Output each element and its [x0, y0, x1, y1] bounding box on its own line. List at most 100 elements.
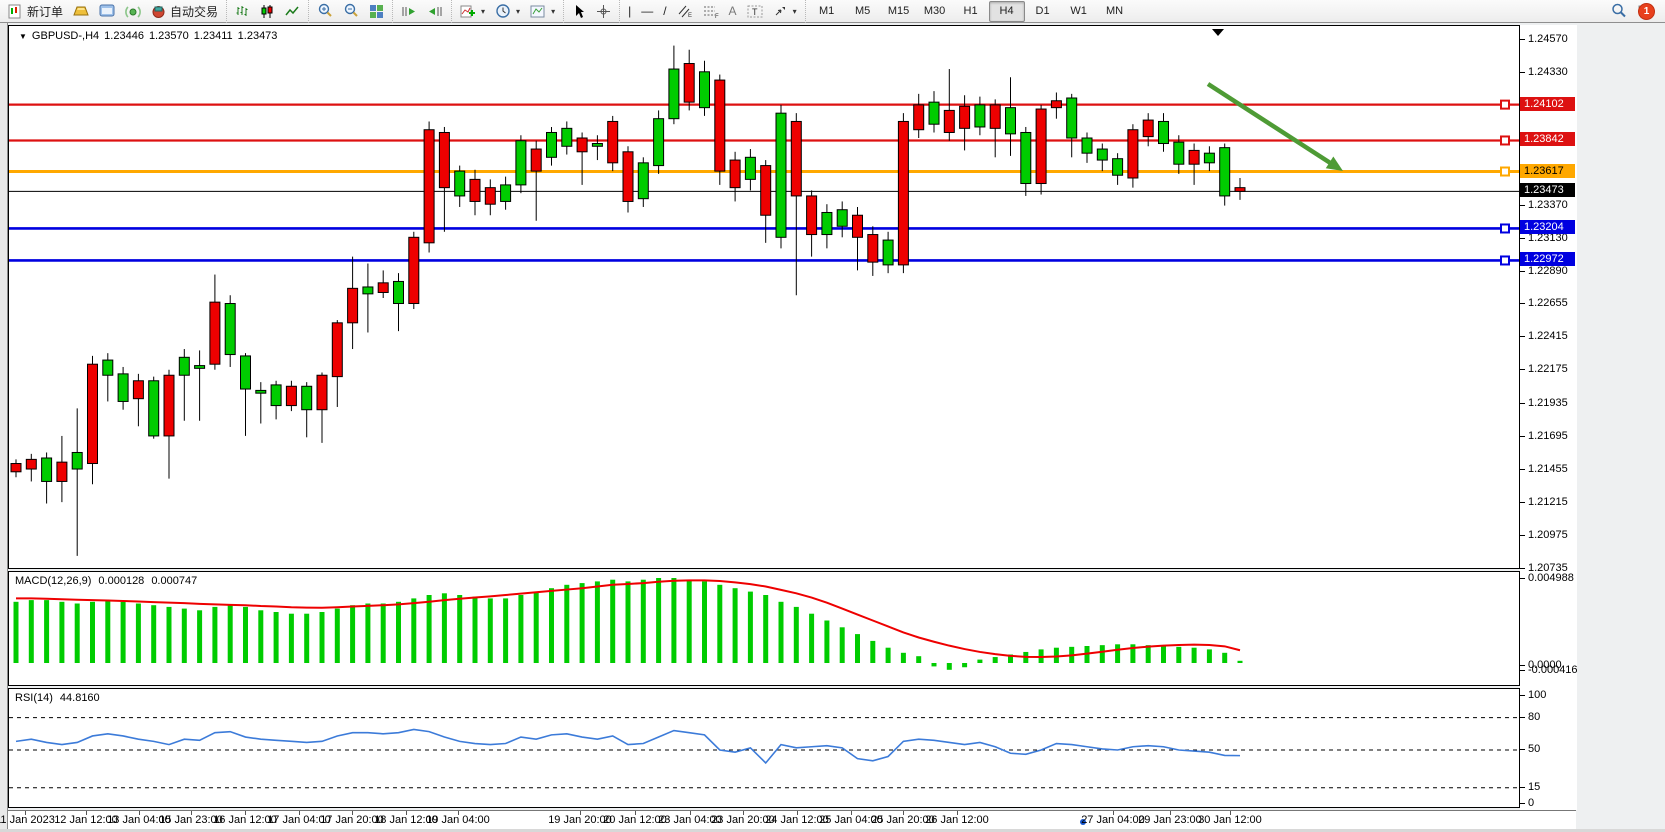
time-tick: [1170, 811, 1171, 815]
gold-ingot-icon: [73, 6, 89, 16]
level-handle-1.22972[interactable]: [1500, 255, 1510, 266]
svg-text:T: T: [752, 7, 758, 17]
zoom-in-button[interactable]: [312, 1, 338, 22]
price-tick-label: 1.21935: [1528, 397, 1568, 409]
level-handle-1.23204[interactable]: [1500, 223, 1510, 234]
horizontal-line-tool[interactable]: —: [636, 1, 658, 22]
chart-shift-marker-icon[interactable]: [1212, 29, 1224, 36]
price-axis[interactable]: 1.24570 1.24330 1.23370 1.23130 1.22890 1.226…: [1520, 25, 1578, 810]
time-tick: [851, 811, 852, 815]
text-tool[interactable]: A: [724, 1, 742, 22]
macd-histogram-layer: [13, 578, 1243, 670]
toolbar-group-scroll: [392, 0, 451, 23]
timeframe-button-m30[interactable]: M30: [923, 5, 946, 17]
rsi-indicator-panel[interactable]: RSI(14) 44.8160: [8, 688, 1520, 808]
price-tick-label: 1.22175: [1528, 363, 1568, 375]
toolbar-group-trade: 新订单 自动交易: [0, 0, 226, 23]
channel-tool[interactable]: E: [672, 1, 698, 22]
macd-indicator-panel[interactable]: MACD(12,26,9) 0.000128 0.000747: [8, 571, 1520, 686]
price-tick: [1520, 469, 1525, 470]
new-order-label: 新订单: [27, 4, 64, 19]
indicators-button[interactable]: ▾: [455, 1, 490, 22]
time-label: 29 Jan 23:00: [1138, 814, 1202, 826]
time-label: 17 Jan 04:00: [267, 814, 331, 826]
trendline-tool[interactable]: /: [658, 1, 671, 22]
timeframe-button-w1[interactable]: W1: [1070, 5, 1087, 17]
timeframe-button-m5[interactable]: M5: [854, 5, 871, 17]
rsi-label: RSI(14): [15, 692, 53, 704]
tile-windows-button[interactable]: [364, 1, 389, 22]
templates-button[interactable]: ▾: [525, 1, 560, 22]
trend-arrow-annotation[interactable]: [1206, 82, 1337, 168]
timeframe-button-m15[interactable]: M15: [887, 5, 910, 17]
text-label-tool[interactable]: T: [742, 1, 768, 22]
level-handle-1.23617[interactable]: [1500, 166, 1510, 177]
one-click-trading-toggle[interactable]: ▼: [19, 31, 27, 41]
toolbar-group-objects: | — / E F A T ▾: [619, 0, 805, 23]
auto-scroll-button[interactable]: [396, 1, 422, 22]
bar-chart-button[interactable]: [230, 1, 255, 22]
bar-open-value: 1.23446: [104, 30, 144, 42]
indicators-icon: [460, 5, 476, 17]
timeframe-button-d1[interactable]: D1: [1035, 5, 1050, 17]
price-tick: [1520, 568, 1525, 569]
line-chart-button[interactable]: [280, 1, 305, 22]
price-tick: [1520, 665, 1525, 666]
price-tick: [1520, 535, 1525, 536]
autotrading-button[interactable]: 自动交易: [146, 1, 223, 22]
price-tick: [1520, 803, 1525, 804]
price-tick-label: 1.23130: [1528, 232, 1568, 244]
time-axis[interactable]: 11 Jan 2023 12 Jan 12:00 13 Jan 04:00 15 Ja…: [0, 810, 1576, 829]
time-label: 12 Jan 12:00: [54, 814, 118, 826]
text-tool-icon: A: [728, 4, 737, 18]
vertical-line-tool[interactable]: |: [623, 1, 636, 22]
price-tick: [1520, 502, 1525, 503]
timeframe-toolbar: M1 M5 M15 M30 H1 H4 D1 W1 MN: [804, 0, 1136, 23]
candlestick-icon: [261, 4, 273, 18]
gold-button[interactable]: [68, 1, 94, 22]
level-handle-1.24102[interactable]: [1500, 99, 1510, 110]
time-label: 17 Jan 20:00: [320, 814, 384, 826]
search-button[interactable]: [1606, 1, 1632, 22]
rsi-canvas[interactable]: [9, 689, 1519, 807]
autotrading-icon: [152, 5, 165, 18]
macd-canvas[interactable]: [9, 572, 1519, 685]
candlestick-chart-button[interactable]: [255, 1, 280, 22]
crosshair-button[interactable]: [591, 1, 616, 22]
arrows-tool[interactable]: ▾: [768, 1, 802, 22]
time-label: 23 Jan 20:00: [711, 814, 775, 826]
time-label: 27 Jan 04:00: [1081, 814, 1145, 826]
time-tick: [299, 811, 300, 815]
zoom-in-icon: [318, 3, 332, 17]
market-window-button[interactable]: [94, 1, 120, 22]
svg-text:E: E: [688, 13, 692, 19]
timeframe-button-m1[interactable]: M1: [818, 5, 835, 17]
price-tick: [1520, 695, 1525, 696]
time-tick: [139, 811, 140, 815]
timeframe-button-h4[interactable]: H4: [988, 0, 1025, 22]
zoom-out-button[interactable]: [338, 1, 364, 22]
zoom-out-icon: [344, 3, 358, 17]
time-label: 25 Jan 20:00: [871, 814, 935, 826]
clock-icon: [496, 4, 510, 18]
time-tick: [957, 811, 958, 815]
cursor-button[interactable]: [567, 1, 591, 22]
price-tick: [1520, 205, 1525, 206]
price-tick: [1520, 717, 1525, 718]
timeframe-button-h1[interactable]: H1: [963, 5, 978, 17]
new-order-button[interactable]: 新订单: [3, 1, 68, 22]
equidistant-channel-icon: E: [678, 5, 692, 19]
fibonacci-tool[interactable]: F: [698, 1, 724, 22]
price-chart-canvas[interactable]: [9, 26, 1519, 568]
price-chart-panel[interactable]: ▼ GBPUSD-,H4 1.23446 1.23570 1.23411 1.2…: [8, 25, 1520, 569]
macd-main-value: 0.000128: [98, 575, 145, 587]
signals-button[interactable]: [120, 1, 146, 22]
level-handle-1.23842[interactable]: [1500, 135, 1510, 146]
timeframe-button-mn[interactable]: MN: [1106, 5, 1124, 17]
chart-shift-button[interactable]: [422, 1, 448, 22]
signal-icon: [125, 5, 141, 18]
notifications-button[interactable]: 1: [1632, 1, 1659, 22]
bar-close-value: 1.23473: [237, 30, 278, 42]
price-tick-label: 1.20735: [1528, 562, 1568, 574]
periods-button[interactable]: ▾: [490, 1, 525, 22]
